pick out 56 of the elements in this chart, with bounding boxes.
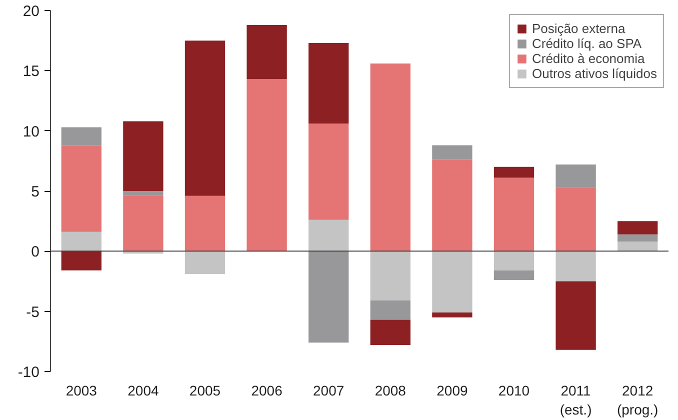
y-tick-label: 20	[22, 3, 40, 20]
bar	[370, 300, 410, 320]
bar	[556, 251, 596, 282]
y-tick-label: -10	[18, 364, 40, 381]
bar	[184, 196, 226, 252]
bar	[184, 40, 226, 196]
x-tick-label: 2010	[498, 382, 530, 398]
y-tick-label: 15	[22, 63, 40, 80]
bar	[123, 121, 164, 191]
x-tick-label: 2004	[128, 382, 159, 398]
bar	[61, 232, 102, 252]
bar	[494, 178, 534, 252]
legend-label: Crédito à economia	[532, 51, 645, 66]
bar	[494, 251, 534, 270]
bar	[61, 145, 102, 232]
bar	[308, 251, 349, 343]
bar	[432, 145, 472, 160]
x-tick-label: 2007	[313, 382, 344, 398]
bar	[618, 234, 658, 242]
legend-label: Outros ativos líquidos	[532, 66, 657, 81]
y-tick-label: 5	[31, 184, 40, 200]
bar	[61, 251, 102, 270]
bar	[370, 63, 410, 252]
bar	[370, 320, 410, 346]
bar	[432, 160, 472, 252]
x-tick-label: 2003	[66, 382, 98, 398]
bar	[308, 220, 349, 252]
bar	[494, 166, 534, 178]
x-tick-label: 2012 (prog.)	[616, 382, 658, 418]
x-tick-label: 2009	[436, 382, 468, 398]
legend-label: Crédito líq. ao SPA	[532, 36, 642, 51]
y-tick-label: -5	[26, 304, 40, 321]
bar	[184, 251, 226, 274]
x-tick-label: 2008	[374, 382, 406, 398]
bar	[308, 42, 349, 124]
bar	[61, 127, 102, 146]
bar	[556, 281, 596, 350]
bar	[370, 251, 410, 301]
bar	[432, 312, 472, 318]
y-tick-label: 10	[22, 123, 40, 140]
legend-label: Posição externa	[532, 21, 626, 36]
x-tick-label: 2005	[189, 382, 221, 398]
bar	[308, 124, 349, 220]
bar	[123, 196, 164, 252]
x-tick-label: 2006	[251, 382, 283, 398]
x-tick-label: 2011 (est.)	[560, 382, 592, 418]
bar	[618, 242, 658, 252]
bar	[246, 24, 287, 80]
bar	[556, 187, 596, 252]
bar	[123, 191, 164, 196]
bar	[556, 164, 596, 188]
y-tick-label: 0	[31, 244, 40, 261]
bar	[618, 221, 658, 234]
bar	[494, 270, 534, 280]
bar	[246, 79, 287, 252]
bar	[432, 251, 472, 313]
